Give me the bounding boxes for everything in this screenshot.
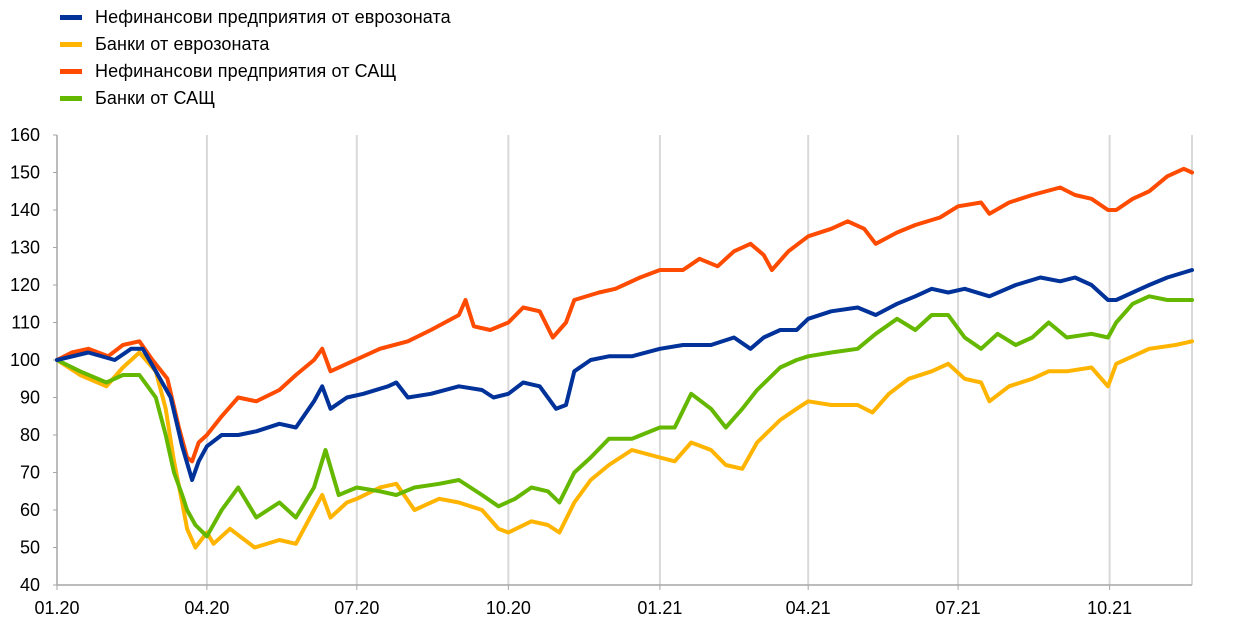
series-line-ea-banks [55, 339, 1194, 550]
y-tick-label: 40 [20, 575, 40, 595]
y-tick-label: 100 [10, 350, 40, 370]
x-tick-label: 07.21 [936, 598, 981, 618]
series-line-us-nfc [55, 166, 1194, 464]
y-tick-label: 110 [11, 313, 40, 333]
y-tick-label: 130 [10, 238, 40, 258]
y-tick-label: 140 [10, 200, 40, 220]
y-tick-label: 150 [10, 163, 40, 183]
legend-item-ea-banks: Банки от еврозоната [60, 31, 451, 58]
y-tick-label: 160 [10, 125, 40, 145]
x-tick-label: 01.20 [34, 598, 79, 618]
chart-legend: Нефинансови предприятия от еврозоната Ба… [60, 4, 451, 112]
y-tick-label: 120 [10, 275, 40, 295]
x-tick-label: 04.21 [786, 598, 831, 618]
legend-label-us-nfc: Нефинансови предприятия от САЩ [95, 61, 397, 81]
legend-swatch-ea-banks [60, 42, 82, 47]
x-tick-label: 07.20 [334, 598, 379, 618]
y-tick-label: 70 [20, 463, 40, 483]
series-lines [55, 166, 1194, 550]
y-tick-label: 80 [20, 425, 40, 445]
series-line-us-banks [55, 294, 1194, 539]
legend-label-ea-nfc: Нефинансови предприятия от еврозоната [95, 7, 451, 27]
legend-label-ea-banks: Банки от еврозоната [95, 34, 270, 54]
legend-item-ea-nfc: Нефинансови предприятия от еврозоната [60, 4, 451, 31]
x-tick-label: 04.20 [184, 598, 229, 618]
legend-item-us-banks: Банки от САЩ [60, 85, 451, 112]
legend-label-us-banks: Банки от САЩ [95, 88, 216, 108]
x-tick-label: 01.21 [637, 598, 682, 618]
y-tick-label: 50 [20, 538, 40, 558]
legend-item-us-nfc: Нефинансови предприятия от САЩ [60, 58, 451, 85]
legend-swatch-ea-nfc [60, 15, 82, 20]
y-tick-labels: 40 50 60 70 80 90 100 110 120 130 140 150 160 [10, 125, 40, 595]
y-tick-label: 60 [20, 500, 40, 520]
x-tick-label: 10.21 [1087, 598, 1132, 618]
x-tick-labels: 01.20 04.20 07.20 10.20 01.21 04.21 07.21 10.21 [34, 598, 1132, 618]
series-line-ea-nfc [55, 268, 1194, 482]
axes [53, 134, 1192, 590]
legend-swatch-us-nfc [60, 69, 82, 74]
y-tick-label: 90 [20, 388, 40, 408]
legend-swatch-us-banks [60, 96, 82, 101]
x-tick-label: 10.20 [486, 598, 531, 618]
gridlines [205, 135, 1193, 585]
